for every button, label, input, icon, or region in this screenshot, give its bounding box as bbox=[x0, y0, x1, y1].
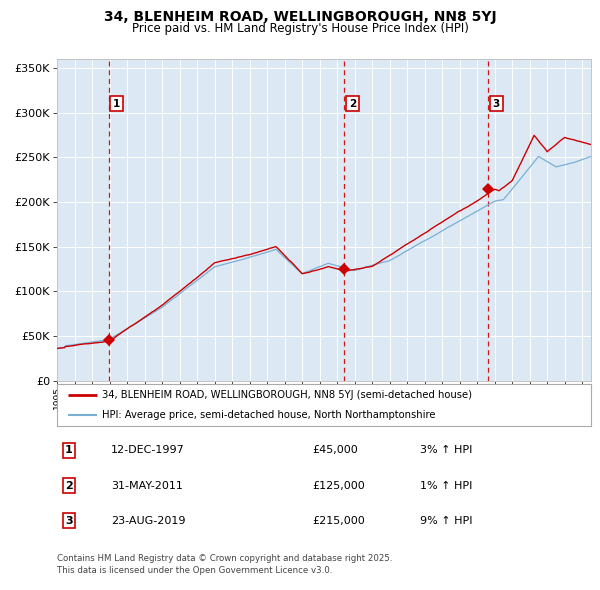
Text: 31-MAY-2011: 31-MAY-2011 bbox=[111, 481, 183, 490]
Text: 34, BLENHEIM ROAD, WELLINGBOROUGH, NN8 5YJ (semi-detached house): 34, BLENHEIM ROAD, WELLINGBOROUGH, NN8 5… bbox=[103, 391, 472, 401]
Text: 3: 3 bbox=[493, 99, 500, 109]
Text: 34, BLENHEIM ROAD, WELLINGBOROUGH, NN8 5YJ: 34, BLENHEIM ROAD, WELLINGBOROUGH, NN8 5… bbox=[104, 10, 496, 24]
Text: 2: 2 bbox=[65, 481, 73, 490]
Text: 9% ↑ HPI: 9% ↑ HPI bbox=[420, 516, 473, 526]
Text: 1: 1 bbox=[113, 99, 120, 109]
Text: £45,000: £45,000 bbox=[312, 445, 358, 455]
Text: Price paid vs. HM Land Registry's House Price Index (HPI): Price paid vs. HM Land Registry's House … bbox=[131, 22, 469, 35]
Text: £125,000: £125,000 bbox=[312, 481, 365, 490]
Text: 3% ↑ HPI: 3% ↑ HPI bbox=[420, 445, 472, 455]
Text: HPI: Average price, semi-detached house, North Northamptonshire: HPI: Average price, semi-detached house,… bbox=[103, 411, 436, 420]
Text: £215,000: £215,000 bbox=[312, 516, 365, 526]
Text: 1: 1 bbox=[65, 445, 73, 455]
Text: Contains HM Land Registry data © Crown copyright and database right 2025.
This d: Contains HM Land Registry data © Crown c… bbox=[57, 555, 392, 575]
Text: 3: 3 bbox=[65, 516, 73, 526]
Text: 12-DEC-1997: 12-DEC-1997 bbox=[111, 445, 185, 455]
Text: 2: 2 bbox=[349, 99, 356, 109]
Text: 1% ↑ HPI: 1% ↑ HPI bbox=[420, 481, 472, 490]
Text: 23-AUG-2019: 23-AUG-2019 bbox=[111, 516, 185, 526]
